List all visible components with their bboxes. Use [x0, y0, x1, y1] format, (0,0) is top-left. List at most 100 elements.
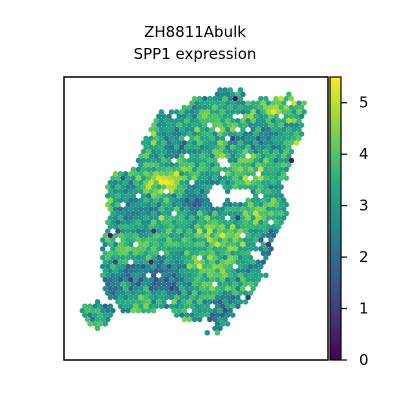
expression-spot: [204, 179, 210, 186]
expression-spot: [158, 232, 165, 239]
expression-spot: [125, 175, 131, 181]
expression-spot: [158, 197, 165, 203]
expression-spot: [163, 303, 170, 309]
expression-spot: [112, 241, 119, 248]
expression-spot: [201, 210, 208, 217]
expression-spot: [143, 135, 149, 142]
expression-spot: [145, 263, 152, 270]
expression-spot: [235, 100, 241, 106]
expression-spot: [161, 157, 167, 164]
expression-spot: [201, 307, 208, 314]
expression-spot: [232, 228, 239, 234]
expression-spot: [199, 259, 205, 265]
expression-spot: [184, 277, 190, 283]
expression-spot: [258, 157, 264, 164]
expression-spot: [201, 175, 208, 181]
expression-spot: [217, 272, 223, 279]
expression-spot: [217, 87, 223, 93]
expression-spot: [250, 171, 256, 177]
expression-spot: [191, 131, 198, 137]
expression-spot: [273, 140, 279, 146]
expression-spot: [296, 100, 302, 106]
expression-spot: [122, 268, 129, 274]
expression-spot: [209, 153, 216, 159]
expression-spot: [166, 166, 172, 173]
expression-spot: [222, 272, 228, 279]
expression-spot: [158, 268, 165, 274]
expression-spot: [163, 259, 170, 265]
expression-spot: [207, 131, 213, 137]
expression-spot: [237, 104, 244, 111]
expression-spot: [191, 104, 198, 111]
expression-spot: [247, 290, 254, 296]
expression-spot: [163, 135, 170, 142]
expression-spot: [161, 184, 167, 190]
expression-spot: [232, 131, 239, 137]
expression-spot: [153, 162, 159, 168]
expression-spot: [89, 307, 96, 314]
expression-spot: [161, 246, 167, 252]
expression-spot: [171, 246, 177, 252]
expression-spot: [125, 219, 131, 226]
expression-spot: [230, 285, 236, 292]
expression-spot: [191, 254, 198, 261]
expression-spot: [173, 285, 180, 292]
expression-spot: [204, 241, 210, 248]
expression-spot: [194, 171, 200, 177]
expression-spot: [191, 219, 198, 226]
expression-spot: [270, 179, 277, 186]
expression-spot: [219, 135, 226, 142]
expression-spot: [173, 215, 180, 221]
expression-spot: [138, 303, 144, 309]
expression-spot: [258, 210, 264, 217]
expression-spot: [150, 263, 157, 270]
expression-spot: [196, 193, 203, 199]
expression-spot: [260, 135, 267, 142]
expression-spot: [173, 144, 180, 150]
expression-spot: [186, 228, 193, 234]
expression-spot: [145, 281, 152, 287]
expression-spot: [110, 272, 116, 279]
expression-spot: [245, 162, 251, 168]
expression-spot: [250, 197, 256, 203]
colorbar-tick-label: 5: [359, 94, 369, 112]
expression-spot: [242, 290, 249, 296]
expression-spot: [184, 109, 190, 115]
expression-spot: [158, 206, 165, 212]
expression-spot: [260, 171, 267, 177]
expression-spot: [204, 312, 210, 318]
expression-spot: [138, 277, 144, 283]
expression-spot: [273, 175, 279, 181]
expression-spot: [252, 210, 259, 217]
expression-spot: [273, 104, 279, 111]
expression-spot: [156, 254, 162, 261]
expression-spot: [133, 215, 139, 221]
expression-spot: [237, 175, 244, 181]
expression-spot: [275, 171, 282, 177]
expression-spot: [184, 197, 190, 203]
expression-spot: [250, 188, 256, 195]
expression-spot: [270, 126, 277, 133]
expression-spot: [242, 246, 249, 252]
expression-spot: [204, 109, 210, 115]
expression-spot: [212, 157, 218, 164]
expression-spot: [186, 281, 193, 287]
expression-spot: [163, 285, 170, 292]
expression-spot: [166, 254, 172, 261]
expression-spot: [173, 171, 180, 177]
expression-spot: [196, 95, 203, 102]
expression-spot: [219, 179, 226, 186]
expression-spot: [214, 285, 221, 292]
expression-spot: [265, 215, 272, 221]
expression-spot: [122, 250, 129, 256]
expression-spot: [181, 148, 188, 155]
expression-spot: [153, 224, 159, 230]
expression-spot: [263, 140, 269, 146]
expression-spot: [140, 210, 147, 217]
expression-spot: [268, 148, 274, 155]
expression-spot: [107, 294, 114, 301]
expression-spot: [135, 237, 142, 243]
expression-spot: [265, 171, 272, 177]
expression-spot: [110, 246, 116, 252]
expression-spot: [209, 312, 216, 318]
